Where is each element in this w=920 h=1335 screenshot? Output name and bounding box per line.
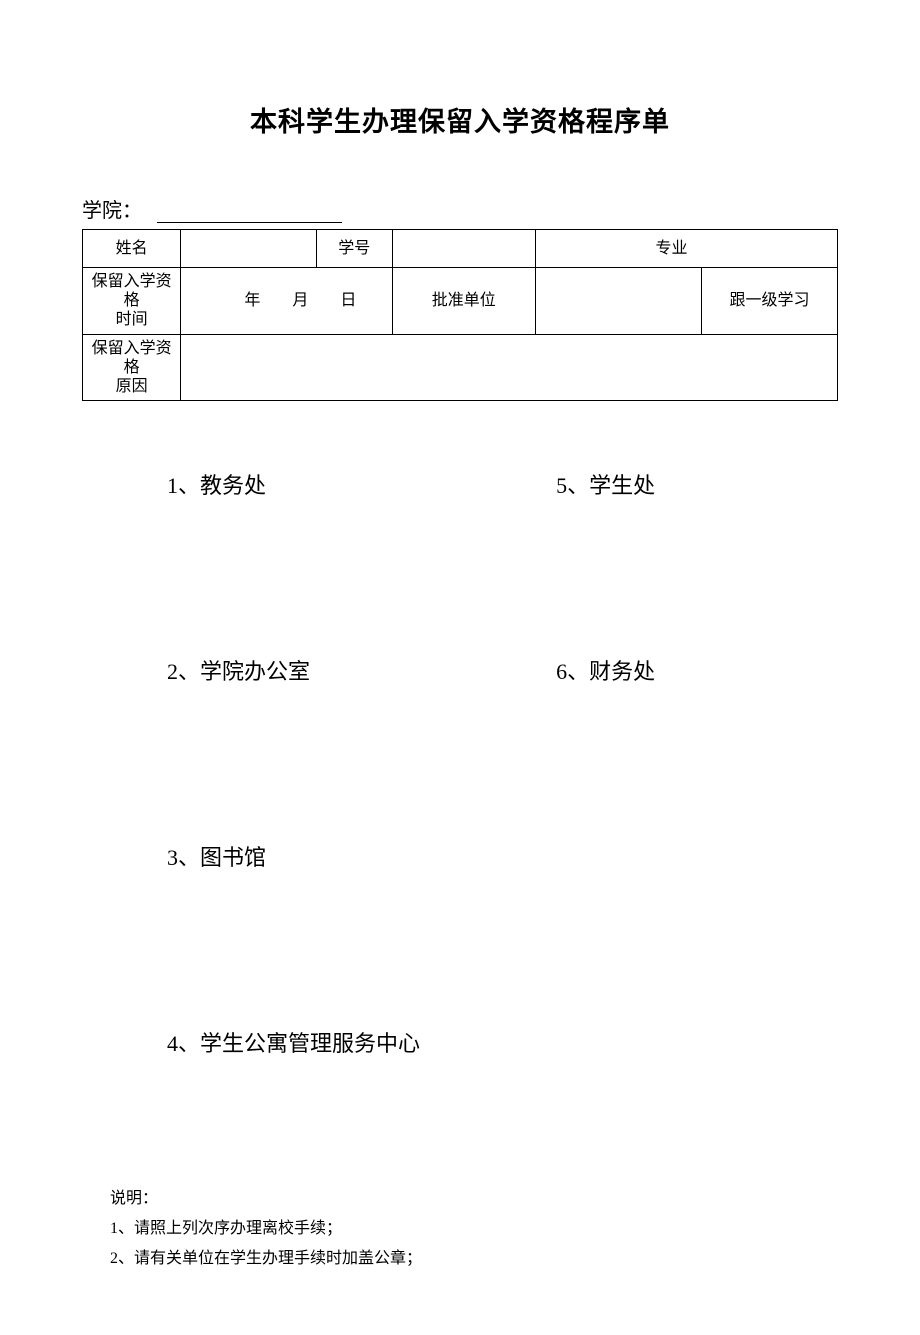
- dept-item-college-office: 2、学院办公室: [167, 657, 556, 843]
- retain-date-value[interactable]: 年 月 日: [181, 268, 392, 335]
- student-id-label: 学号: [317, 230, 393, 268]
- table-row: 姓名 学号 专业: [83, 230, 838, 268]
- notes-item: 2、请有关单位在学生办理手续时加盖公章；: [110, 1244, 838, 1274]
- approve-unit-label: 批准单位: [392, 268, 535, 335]
- college-blank[interactable]: [157, 207, 342, 223]
- document-page: 本科学生办理保留入学资格程序单 学院： 姓名 学号 专业: [0, 0, 920, 1335]
- major-label: 专业: [655, 239, 687, 258]
- retain-reason-label: 保留入学资格 原因: [83, 334, 181, 401]
- dept-row: 1、教务处 5、学生处: [167, 471, 838, 657]
- major-cell: 专业: [535, 230, 837, 268]
- retain-reason-label-l1: 保留入学资格: [92, 340, 172, 376]
- college-line: 学院：: [82, 194, 838, 223]
- notes-section: 说明： 1、请照上列次序办理离校手续； 2、请有关单位在学生办理手续时加盖公章；: [82, 1184, 838, 1275]
- dept-item-dormitory-center: 4、学生公寓管理服务中心: [167, 1029, 556, 1184]
- dept-empty: [556, 843, 838, 1029]
- table-row: 保留入学资格 时间 年 月 日 批准单位 跟一级学习: [83, 268, 838, 335]
- dept-row: 4、学生公寓管理服务中心: [167, 1029, 838, 1184]
- notes-heading: 说明：: [110, 1184, 838, 1214]
- retain-time-label-l2: 时间: [116, 311, 148, 328]
- retain-time-label: 保留入学资格 时间: [83, 268, 181, 335]
- info-table: 姓名 学号 专业 保留入学资格 时间 年 月 日 批准单位: [82, 229, 838, 401]
- dept-empty: [556, 1029, 838, 1184]
- dept-item-library: 3、图书馆: [167, 843, 556, 1029]
- dept-item-academic-affairs: 1、教务处: [167, 471, 556, 657]
- retain-time-label-l1: 保留入学资格: [92, 273, 172, 309]
- table-row: 保留入学资格 原因: [83, 334, 838, 401]
- departments-grid: 1、教务处 5、学生处 2、学院办公室 6、财务处 3、图书馆 4、学生公寓管理…: [82, 471, 838, 1183]
- day-unit: 日: [340, 292, 356, 309]
- page-title: 本科学生办理保留入学资格程序单: [82, 100, 838, 139]
- name-label: 姓名: [83, 230, 181, 268]
- year-unit: 年: [244, 292, 260, 309]
- dept-item-student-affairs: 5、学生处: [556, 471, 838, 657]
- retain-reason-label-l2: 原因: [116, 378, 148, 395]
- retain-reason-value[interactable]: [181, 334, 838, 401]
- dept-item-finance: 6、财务处: [556, 657, 838, 843]
- college-label: 学院：: [82, 194, 142, 223]
- month-unit: 月: [292, 292, 308, 309]
- dept-row: 2、学院办公室 6、财务处: [167, 657, 838, 843]
- name-value[interactable]: [181, 230, 317, 268]
- dept-row: 3、图书馆: [167, 843, 838, 1029]
- approve-unit-value[interactable]: [535, 268, 701, 335]
- notes-item: 1、请照上列次序办理离校手续；: [110, 1214, 838, 1244]
- follow-grade-label: 跟一级学习: [702, 268, 838, 335]
- student-id-value[interactable]: [392, 230, 535, 268]
